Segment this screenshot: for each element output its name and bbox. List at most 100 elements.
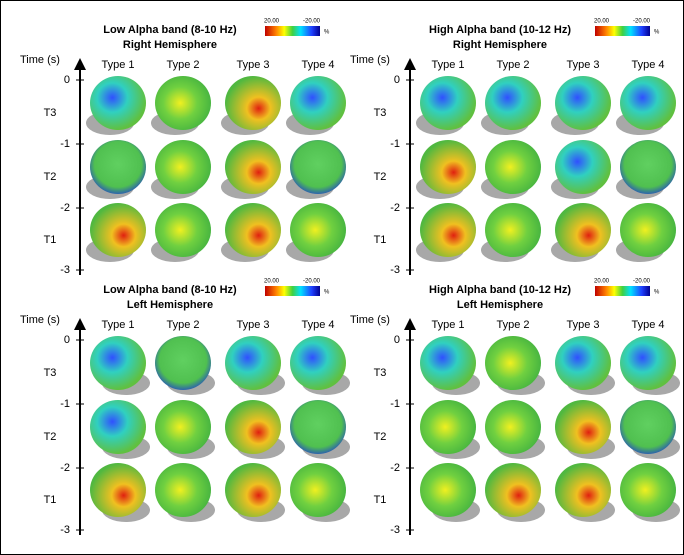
column-label: Type 1 [431,319,464,331]
row-label: T2 [44,431,57,443]
column-label: Type 3 [236,59,269,71]
scalp-map [620,76,676,130]
colorbar-min: -20.00 [633,279,651,285]
scalp-map [225,76,281,130]
scalp-map [485,400,541,454]
row-label: T1 [374,494,387,506]
scalp-map [155,203,211,257]
tick-label: -2 [390,462,400,474]
row-label: T3 [44,107,57,119]
scalp-map [620,140,676,194]
column-label: Type 2 [166,319,199,331]
column-label: Type 2 [496,319,529,331]
scalp-map [420,76,476,130]
scalp-map [290,336,346,390]
column-label: Type 3 [566,59,599,71]
tick-label: -2 [60,202,70,214]
colorbar-unit: % [654,30,660,36]
column-label: Type 1 [431,59,464,71]
panel-title: Low Alpha band (8-10 Hz) [103,284,237,296]
tick-label: -1 [60,398,70,410]
column-label: Type 4 [301,319,334,331]
scalp-map [555,76,611,130]
row-label: T1 [44,494,57,506]
scalp-map [90,203,146,257]
axis-label: Time (s) [20,314,60,326]
scalp-map [155,140,211,194]
colorbar-min: -20.00 [303,19,321,25]
scalp-map [420,400,476,454]
scalp-map [420,140,476,194]
column-label: Type 3 [566,319,599,331]
panel-subtitle: Left Hemisphere [457,299,543,311]
scalp-map [90,140,146,194]
colorbar [595,26,650,36]
axis-label: Time (s) [350,314,390,326]
tick-label: 0 [394,334,400,346]
scalp-map [420,336,476,390]
scalp-map [555,463,611,517]
column-label: Type 1 [101,319,134,331]
scalp-map [155,400,211,454]
row-label: T2 [374,431,387,443]
colorbar-unit: % [324,290,330,296]
row-label: T1 [44,234,57,246]
scalp-map [620,203,676,257]
scalp-map [90,400,146,454]
tick-label: -3 [60,524,70,536]
scalp-map [555,140,611,194]
panel-subtitle: Left Hemisphere [127,299,213,311]
scalp-map [555,203,611,257]
row-label: T3 [374,107,387,119]
scalp-map [90,463,146,517]
row-label: T3 [374,367,387,379]
colorbar-max: 20.00 [264,279,280,285]
scalp-map [290,203,346,257]
scalp-map [620,463,676,517]
row-label: T3 [44,367,57,379]
scalp-map [225,463,281,517]
column-label: Type 3 [236,319,269,331]
scalp-map [485,336,541,390]
scalp-map [485,203,541,257]
tick-label: -2 [390,202,400,214]
axis-label: Time (s) [20,54,60,66]
colorbar [595,286,650,296]
row-label: T2 [374,171,387,183]
colorbar-min: -20.00 [303,279,321,285]
scalp-map [290,400,346,454]
panel-title: Low Alpha band (8-10 Hz) [103,24,237,36]
axis-arrow [74,318,86,330]
panel-subtitle: Right Hemisphere [123,39,217,51]
scalp-map [155,336,211,390]
tick-label: 0 [64,74,70,86]
scalp-map [155,76,211,130]
scalp-map [485,463,541,517]
colorbar [265,26,320,36]
colorbar-min: -20.00 [633,19,651,25]
scalp-map [290,140,346,194]
column-label: Type 4 [631,319,664,331]
scalp-map [620,336,676,390]
scalp-map [420,463,476,517]
scalp-map [290,463,346,517]
scalp-map [485,140,541,194]
tick-label: -2 [60,462,70,474]
panel-subtitle: Right Hemisphere [453,39,547,51]
axis-arrow [404,318,416,330]
scalp-map [485,76,541,130]
scalp-map [620,400,676,454]
tick-label: -3 [60,264,70,276]
scalp-map [225,140,281,194]
tick-label: -1 [60,138,70,150]
scalp-map [225,336,281,390]
axis-arrow [74,58,86,70]
scalp-map [155,463,211,517]
colorbar-max: 20.00 [594,279,610,285]
tick-label: -1 [390,398,400,410]
column-label: Type 2 [496,59,529,71]
colorbar-max: 20.00 [594,19,610,25]
scalp-map [90,336,146,390]
scalp-map [420,203,476,257]
